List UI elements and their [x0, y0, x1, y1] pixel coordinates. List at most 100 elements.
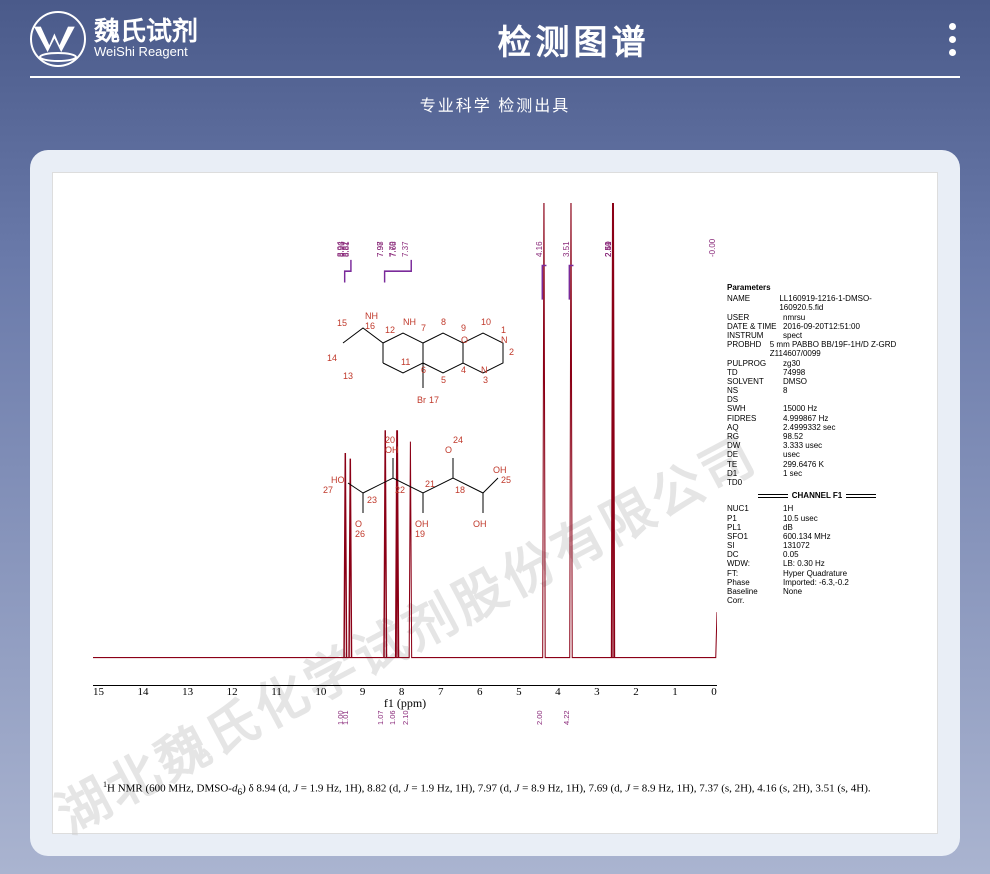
- peak-label: 7.37: [401, 241, 410, 257]
- svg-text:9: 9: [461, 323, 466, 333]
- peak-label: 3.51: [562, 241, 571, 257]
- svg-text:8: 8: [441, 317, 446, 327]
- svg-text:21: 21: [425, 479, 435, 489]
- param-row: WDW:LB: 0.30 Hz: [727, 559, 907, 568]
- svg-text:OH: OH: [385, 445, 399, 455]
- svg-text:25: 25: [501, 475, 511, 485]
- param-row: SFO1600.134 MHz: [727, 532, 907, 541]
- params-header: Parameters: [727, 283, 907, 292]
- svg-text:17: 17: [429, 395, 439, 405]
- peak-label: -0.00: [708, 239, 717, 257]
- svg-text:14: 14: [327, 353, 337, 363]
- molecule-structure: 15NH16 1413 1211NH 789 101 234 56 Br17 O…: [323, 303, 563, 563]
- param-row: FT:Hyper Quadrature: [727, 569, 907, 578]
- svg-text:1: 1: [501, 325, 506, 335]
- param-row: Corr.: [727, 596, 907, 605]
- subtitle: 专业科学 检测出具: [0, 92, 990, 116]
- param-row: TD74998: [727, 368, 907, 377]
- param-row: PhaseImported: -6.3,-0.2: [727, 578, 907, 587]
- svg-text:6: 6: [421, 365, 426, 375]
- param-row: INSTRUMspect: [727, 331, 907, 340]
- param-row: BaselineNone: [727, 587, 907, 596]
- svg-text:24: 24: [453, 435, 463, 445]
- axis-tick: 4: [555, 686, 561, 698]
- svg-text:OH: OH: [493, 465, 507, 475]
- param-row: NAMELL160919-1216-1-DMSO-160920.5.fid: [727, 294, 907, 312]
- param-row: P110.5 usec: [727, 514, 907, 523]
- svg-text:10: 10: [481, 317, 491, 327]
- logo-text-en: WeiShi Reagent: [94, 44, 198, 60]
- svg-text:15: 15: [337, 318, 347, 328]
- spectrum-document: 湖北魏氏化学试剂股份有限公司 8.948.938.828.817.987.977…: [52, 172, 938, 834]
- axis-tick: 9: [360, 686, 366, 698]
- svg-text:22: 22: [395, 485, 405, 495]
- svg-text:NH: NH: [403, 317, 416, 327]
- page-title: 检测图谱: [198, 15, 949, 64]
- svg-text:20: 20: [385, 435, 395, 445]
- peak-label: 4.16: [535, 241, 544, 257]
- param-row: D11 sec: [727, 469, 907, 478]
- param-row: USERnmrsu: [727, 313, 907, 322]
- param-row: SOLVENTDMSO: [727, 377, 907, 386]
- axis-tick: 3: [594, 686, 600, 698]
- param-row: AQ2.4999332 sec: [727, 423, 907, 432]
- param-row: NS8: [727, 386, 907, 395]
- svg-text:Br: Br: [417, 395, 426, 405]
- svg-text:12: 12: [385, 325, 395, 335]
- channel-header: CHANNEL F1: [727, 491, 907, 500]
- svg-text:16: 16: [365, 321, 375, 331]
- spectrum-plot: 8.948.938.828.817.987.977.707.687.374.16…: [93, 203, 717, 703]
- content-panel: 湖北魏氏化学试剂股份有限公司 8.948.938.828.817.987.977…: [30, 150, 960, 856]
- header: 魏氏试剂 WeiShi Reagent 检测图谱: [0, 0, 990, 70]
- svg-text:2: 2: [509, 347, 514, 357]
- svg-text:3: 3: [483, 375, 488, 385]
- svg-text:4: 4: [461, 365, 466, 375]
- axis-tick: 5: [516, 686, 522, 698]
- axis-tick: 1: [672, 686, 678, 698]
- menu-icon[interactable]: [949, 23, 960, 56]
- peak-label: 7.68: [389, 241, 398, 257]
- axis-tick: 15: [93, 686, 104, 698]
- axis-tick: 6: [477, 686, 483, 698]
- svg-text:NH: NH: [365, 311, 378, 321]
- svg-text:5: 5: [441, 375, 446, 385]
- svg-text:OH: OH: [415, 519, 429, 529]
- param-row: SI131072: [727, 541, 907, 550]
- axis-tick: 0: [711, 686, 717, 698]
- logo: 魏氏试剂 WeiShi Reagent: [30, 11, 198, 67]
- peak-label: 7.97: [376, 241, 385, 257]
- logo-icon: [30, 11, 86, 67]
- param-row: DC0.05: [727, 550, 907, 559]
- param-row: TD0: [727, 478, 907, 487]
- param-row: PL1dB: [727, 523, 907, 532]
- svg-text:N: N: [501, 335, 508, 345]
- param-row: TE299.6476 K: [727, 460, 907, 469]
- axis-label: f1 (ppm): [93, 696, 717, 711]
- param-row: FIDRES4.999867 Hz: [727, 414, 907, 423]
- svg-text:O: O: [461, 335, 468, 345]
- peak-label: 2.49: [604, 241, 613, 257]
- divider: [30, 76, 960, 78]
- axis-tick: 13: [182, 686, 193, 698]
- svg-text:26: 26: [355, 529, 365, 539]
- axis-tick: 10: [315, 686, 326, 698]
- nmr-summary: 1H NMR (600 MHz, DMSO-d6) δ 8.94 (d, J =…: [103, 779, 887, 799]
- param-row: DS: [727, 395, 907, 404]
- x-axis: 1514131211109876543210 f1 (ppm): [93, 685, 717, 725]
- param-row: DEusec: [727, 450, 907, 459]
- svg-text:N: N: [481, 365, 488, 375]
- svg-text:23: 23: [367, 495, 377, 505]
- param-row: PROBHD5 mm PABBO BB/19F-1H/D Z-GRD Z1146…: [727, 340, 907, 358]
- svg-text:O: O: [355, 519, 362, 529]
- svg-text:HO: HO: [331, 475, 345, 485]
- axis-tick: 14: [138, 686, 149, 698]
- svg-text:O: O: [445, 445, 452, 455]
- param-row: PULPROGzg30: [727, 359, 907, 368]
- svg-text:18: 18: [455, 485, 465, 495]
- svg-text:27: 27: [323, 485, 333, 495]
- param-row: DW3.333 usec: [727, 441, 907, 450]
- param-row: NUC11H: [727, 504, 907, 513]
- svg-text:19: 19: [415, 529, 425, 539]
- peak-label: 8.81: [342, 241, 351, 257]
- svg-text:13: 13: [343, 371, 353, 381]
